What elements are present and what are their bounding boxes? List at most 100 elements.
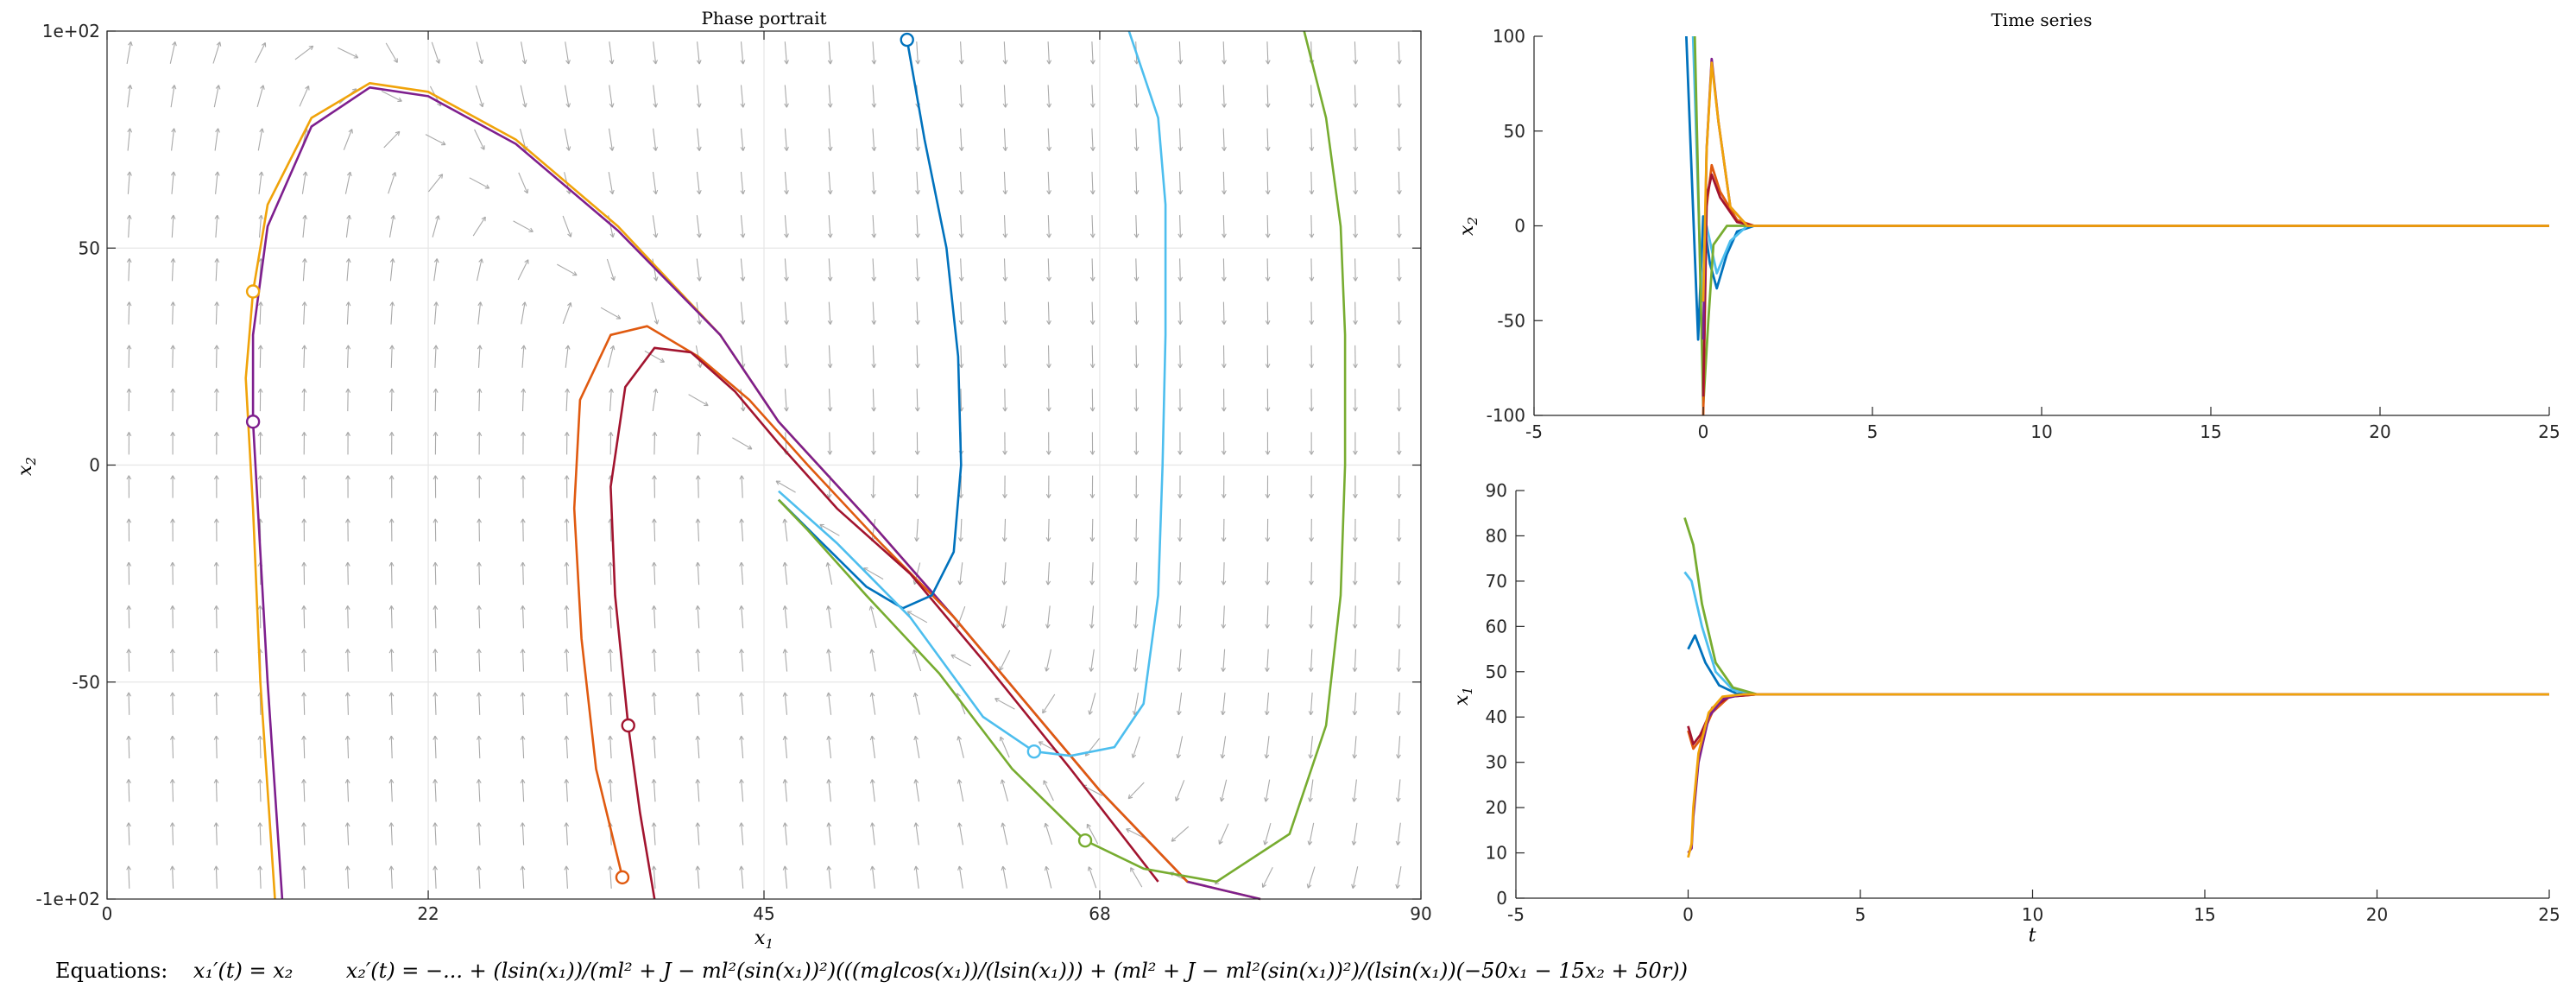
field-arrow-head <box>303 779 306 783</box>
field-arrow <box>609 649 612 672</box>
field-arrow-head <box>1004 494 1007 498</box>
field-arrow-head <box>609 735 613 740</box>
field-arrow <box>1135 518 1138 542</box>
field-arrow-head <box>301 822 305 827</box>
field-arrow <box>741 779 744 802</box>
field-arrow-head <box>303 865 306 871</box>
field-arrow-head <box>436 258 439 263</box>
field-arrow-head <box>565 605 570 610</box>
field-arrow-head <box>958 276 963 282</box>
field-arrow-head <box>697 735 701 740</box>
field-arrow <box>1354 736 1357 759</box>
field-arrow-head <box>870 493 874 498</box>
field-arrow-head <box>126 649 129 654</box>
field-arrow-head <box>652 475 655 480</box>
field-arrow-head <box>609 605 613 610</box>
field-arrow <box>1179 562 1181 586</box>
field-arrow-head <box>520 735 523 740</box>
field-arrow <box>999 649 1011 671</box>
field-arrow-head <box>216 649 219 654</box>
field-arrow-head <box>262 85 265 90</box>
field-arrow-head <box>960 537 963 542</box>
field-arrow <box>259 736 262 759</box>
field-arrow-head <box>129 171 132 176</box>
field-arrow <box>522 562 524 586</box>
field-arrow-head <box>1397 60 1400 65</box>
field-arrow-head <box>697 649 701 654</box>
field-arrow-head <box>170 345 174 350</box>
field-arrow-head <box>611 103 615 108</box>
ts-x1-y-tick-label: 80 <box>1486 525 1507 546</box>
field-arrow <box>872 85 875 108</box>
phase-x-tick-label: 22 <box>417 903 439 924</box>
field-arrow-head <box>1309 450 1312 455</box>
phase-x-tick-label: 68 <box>1089 903 1110 924</box>
field-arrow-head <box>826 692 830 697</box>
field-arrow-head <box>915 233 919 238</box>
field-arrow-head <box>1133 190 1138 195</box>
phase-start-marker <box>245 284 261 299</box>
field-arrow-head <box>827 190 831 195</box>
field-arrow-head <box>1353 233 1356 238</box>
field-arrow <box>521 736 525 759</box>
field-arrow-head <box>1177 624 1180 629</box>
field-arrow-head <box>826 865 830 871</box>
ts-x2-series-line <box>1702 61 2549 302</box>
field-arrow-head <box>1396 754 1399 759</box>
field-arrow-head <box>1223 450 1227 455</box>
field-arrow-head <box>521 301 526 307</box>
field-arrow <box>1222 692 1226 715</box>
field-arrow-head <box>388 518 393 523</box>
field-arrow-head <box>1398 233 1402 238</box>
field-arrow <box>784 562 788 586</box>
field-arrow-head <box>915 276 919 282</box>
field-arrow <box>1003 85 1007 108</box>
field-arrow <box>562 215 571 238</box>
field-arrow-head <box>741 735 744 740</box>
field-arrow-head <box>434 561 439 567</box>
field-arrow-head <box>1307 884 1312 889</box>
field-arrow-head <box>782 692 786 697</box>
field-arrow-head <box>871 190 875 195</box>
field-arrow-head <box>1222 147 1225 151</box>
field-arrow-head <box>391 388 395 393</box>
field-arrow-head <box>825 562 829 567</box>
field-arrow-head <box>1267 364 1271 369</box>
field-arrow <box>1090 649 1095 672</box>
field-arrow-head <box>522 518 526 523</box>
field-arrow-head <box>260 345 263 350</box>
field-arrow <box>784 85 787 108</box>
field-arrow <box>784 258 787 282</box>
field-arrow-head <box>392 258 395 263</box>
field-arrow-head <box>522 605 526 610</box>
field-arrow-head <box>1398 276 1402 282</box>
ts-x1-x-label: t <box>2029 925 2036 947</box>
field-arrow-head <box>828 779 832 783</box>
field-arrow <box>1266 215 1269 238</box>
field-arrow-head <box>917 450 920 455</box>
field-arrow <box>872 345 874 368</box>
field-arrow-head <box>739 518 742 523</box>
field-arrow-head <box>1352 711 1355 716</box>
field-arrow-head <box>259 518 263 523</box>
field-arrow-head <box>347 649 350 654</box>
field-arrow-head <box>1179 190 1184 195</box>
field-arrow <box>478 605 481 629</box>
field-arrow-head <box>130 41 133 47</box>
field-arrow-head <box>1178 624 1183 629</box>
field-arrow-head <box>1352 797 1354 802</box>
field-arrow <box>1179 215 1181 238</box>
field-arrow-head <box>958 822 963 827</box>
field-arrow-head <box>172 388 176 393</box>
field-arrow-head <box>128 692 132 697</box>
field-arrow-head <box>214 345 218 350</box>
ts-x1-y-tick-label: 70 <box>1486 571 1507 592</box>
field-arrow <box>784 736 788 759</box>
field-arrow-head <box>1353 407 1356 412</box>
field-arrow-head <box>1353 797 1357 802</box>
field-arrow <box>784 41 787 65</box>
field-arrow-head <box>915 147 919 151</box>
ts-x2-x-ticks: -5 0 5 10 15 20 25 <box>1525 407 2560 442</box>
field-arrow <box>828 171 831 194</box>
field-arrow-head <box>345 561 349 567</box>
